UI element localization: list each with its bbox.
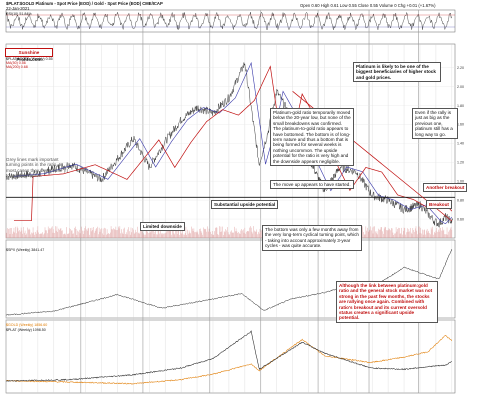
legend-ratio: $PLAT:$GOLD (Weekly) 0.55 <box>6 57 53 61</box>
sunshine-profits-logo: Sunshine Profits.com <box>5 48 53 62</box>
legend-ma50: MA(50) 0.56 <box>6 61 26 65</box>
chart-title: $PLAT:$GOLD Platinum - Spot Price (EOD) … <box>6 1 163 6</box>
ratio-tick-label: 0.60 <box>457 217 464 221</box>
ohlc-readout: Open 0.60 High 0.61 Low 0.55 Close 0.55 … <box>300 3 436 8</box>
ratio-tick-label: 2.00 <box>457 85 464 89</box>
gold-line <box>5 334 453 385</box>
rsi-line <box>5 11 452 31</box>
annotation-grey-lines: Grey lines mark important turning points… <box>6 157 69 179</box>
ratio-tick-label: 1.00 <box>457 180 464 184</box>
legend-spx: $SPX (Weekly) 3841.47 <box>6 248 45 252</box>
ratio-price-line <box>5 62 453 228</box>
annotation-limited: Limited downside <box>140 222 185 232</box>
annotation-substantial: Substantial upside potential <box>211 200 279 210</box>
annotation-breakout: Breakout <box>426 200 452 210</box>
annotation-even-if: Even if the rally is just as big as the … <box>412 108 458 140</box>
annotation-another-breakout: Another breakout <box>423 183 468 193</box>
ratio-ma200-line <box>13 65 453 222</box>
annotation-move-up: The move up appears to have started. <box>270 180 354 190</box>
ratio-tick-label: 1.40 <box>457 142 464 146</box>
platinum-line <box>5 330 452 382</box>
annotation-platinum-likely: Platinum is likely to be one of the bigg… <box>353 62 441 83</box>
rsi-label: RSI(10) 51.84% <box>6 12 32 16</box>
ratio-tick-label: 1.80 <box>457 104 464 108</box>
chart-date: 22-Jan-2021 <box>6 6 30 11</box>
ratio-tick-label: 1.60 <box>457 123 464 127</box>
annotation-although: Although the link between platinum:gold … <box>336 281 438 323</box>
legend-ma200: MA(200) 0.68 <box>6 65 28 69</box>
ratio-tick-label: 1.20 <box>457 161 464 165</box>
legend-gold: $GOLD (Weekly) 1856.60 <box>6 323 48 327</box>
legend-plat: $PLAT (Weekly) 1098.50 <box>6 328 46 332</box>
annotation-platinum-gold: Platinum-gold ratio temporarily moved be… <box>270 108 354 167</box>
annotation-bottom-was: The bottom was only a few months away fr… <box>262 225 362 251</box>
ratio-tick-label: 0.80 <box>457 198 464 202</box>
ratio-tick-label: 2.20 <box>457 66 464 70</box>
ratio-ma50-line <box>13 61 453 225</box>
